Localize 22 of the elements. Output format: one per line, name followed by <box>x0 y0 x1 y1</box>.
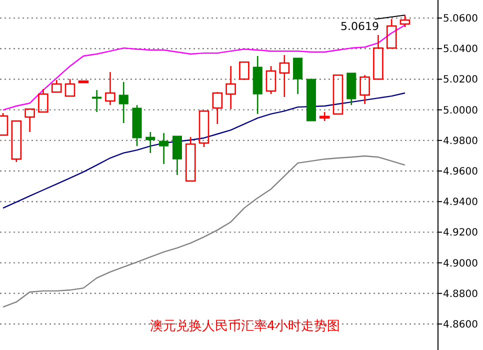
candlestick <box>159 132 169 165</box>
text: 澳元兑换人民币汇率4小时走势图 <box>150 318 340 334</box>
candlestick <box>118 81 128 124</box>
y-tick-label: 4.9000 <box>443 258 478 270</box>
candlestick <box>360 74 370 105</box>
candlestick <box>105 71 116 106</box>
candlestick <box>319 111 330 122</box>
y-tick-label: 5.0600 <box>443 14 478 25</box>
y-tick-label: 4.9200 <box>443 228 478 239</box>
y-tick-label: 4.9800 <box>443 136 478 147</box>
y-tick-label: 4.8800 <box>443 288 478 300</box>
y-tick-label: 5.0200 <box>443 74 478 86</box>
y-tick-label: 4.9600 <box>443 166 478 178</box>
annotation: 5.0619 <box>340 20 379 34</box>
y-tick-label: 4.8600 <box>443 319 478 330</box>
y-tick-label: 5.0400 <box>443 44 478 56</box>
y-tick-label: 5.0000 <box>443 105 478 116</box>
y-tick-label: 4.9400 <box>443 197 478 208</box>
candlestick <box>252 55 262 115</box>
candlestick <box>226 65 236 110</box>
candlestick <box>92 89 102 113</box>
line-series <box>2 92 406 209</box>
